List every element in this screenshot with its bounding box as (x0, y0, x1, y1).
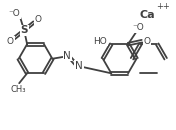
Text: O: O (143, 37, 150, 46)
Text: Ca: Ca (140, 10, 155, 20)
Text: N: N (63, 51, 71, 61)
Text: O: O (34, 15, 42, 24)
Text: ⁻O: ⁻O (8, 9, 20, 18)
Text: HO: HO (93, 37, 107, 46)
Text: CH₃: CH₃ (10, 85, 26, 94)
Text: ++: ++ (156, 2, 170, 11)
Text: N: N (75, 61, 83, 71)
Text: S: S (20, 25, 28, 35)
Text: ⁻O: ⁻O (132, 23, 144, 32)
Text: O: O (7, 37, 14, 46)
